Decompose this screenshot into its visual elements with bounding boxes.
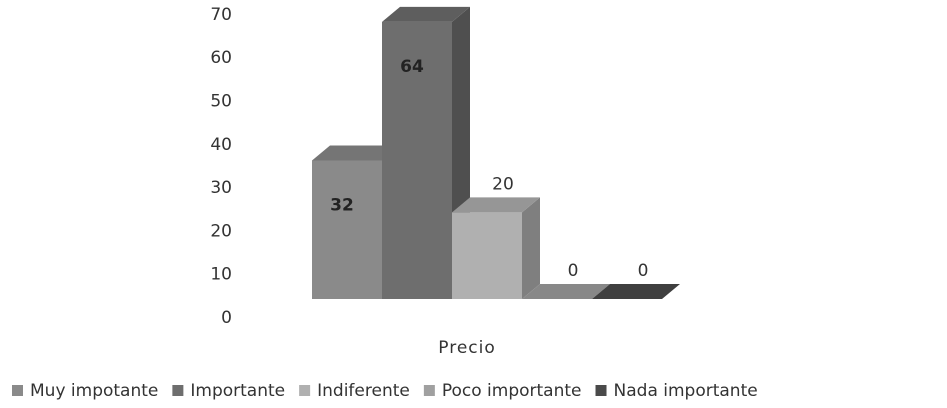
legend-item[interactable]: Nada importante <box>595 381 758 401</box>
y-tick-label: 20 <box>210 221 232 241</box>
legend-swatch <box>172 385 184 396</box>
data-label: 64 <box>400 57 424 77</box>
y-tick-label: 70 <box>210 5 232 25</box>
bar-indiferente <box>452 197 540 299</box>
data-label: 20 <box>492 174 514 194</box>
legend-item[interactable]: Poco importante <box>423 381 582 401</box>
legend-label: Nada importante <box>614 381 758 401</box>
y-tick-label: 50 <box>210 92 232 112</box>
bar-importante <box>382 6 470 299</box>
legend-swatch <box>12 385 23 396</box>
bar-side <box>522 197 540 299</box>
legend-label: Importante <box>190 381 285 401</box>
legend-item[interactable]: Importante <box>172 381 285 401</box>
legend-item[interactable]: Muy impotante <box>12 381 158 401</box>
y-tick-label: 10 <box>210 265 232 285</box>
y-tick-label: 40 <box>210 135 232 155</box>
legend-label: Indiferente <box>317 381 410 401</box>
bar-front <box>452 212 522 299</box>
legend-label: Poco importante <box>442 381 582 401</box>
bar-top <box>382 6 470 22</box>
legend-swatch <box>595 385 607 396</box>
legend-label: Muy impotante <box>30 381 158 401</box>
bar-nada-importante <box>592 284 680 299</box>
bar-poco-importante <box>522 284 610 299</box>
data-label: 32 <box>330 195 354 215</box>
bar-top <box>592 284 680 299</box>
y-tick-label: 0 <box>221 308 232 328</box>
bar-front <box>382 21 452 299</box>
legend-item[interactable]: Indiferente <box>299 381 410 401</box>
bar-front <box>312 160 382 299</box>
legend-swatch <box>423 385 435 396</box>
y-tick-label: 30 <box>210 178 232 198</box>
bar-top <box>312 145 400 161</box>
bar-top <box>452 197 540 213</box>
category-label: Precio <box>438 338 496 358</box>
bar-top <box>522 284 610 299</box>
legend-swatch <box>299 385 311 396</box>
data-label: 0 <box>638 261 649 281</box>
y-tick-label: 60 <box>210 48 232 68</box>
legend: Muy impotante Importante Indiferente Poco i… <box>12 381 758 401</box>
data-label: 0 <box>568 261 579 281</box>
